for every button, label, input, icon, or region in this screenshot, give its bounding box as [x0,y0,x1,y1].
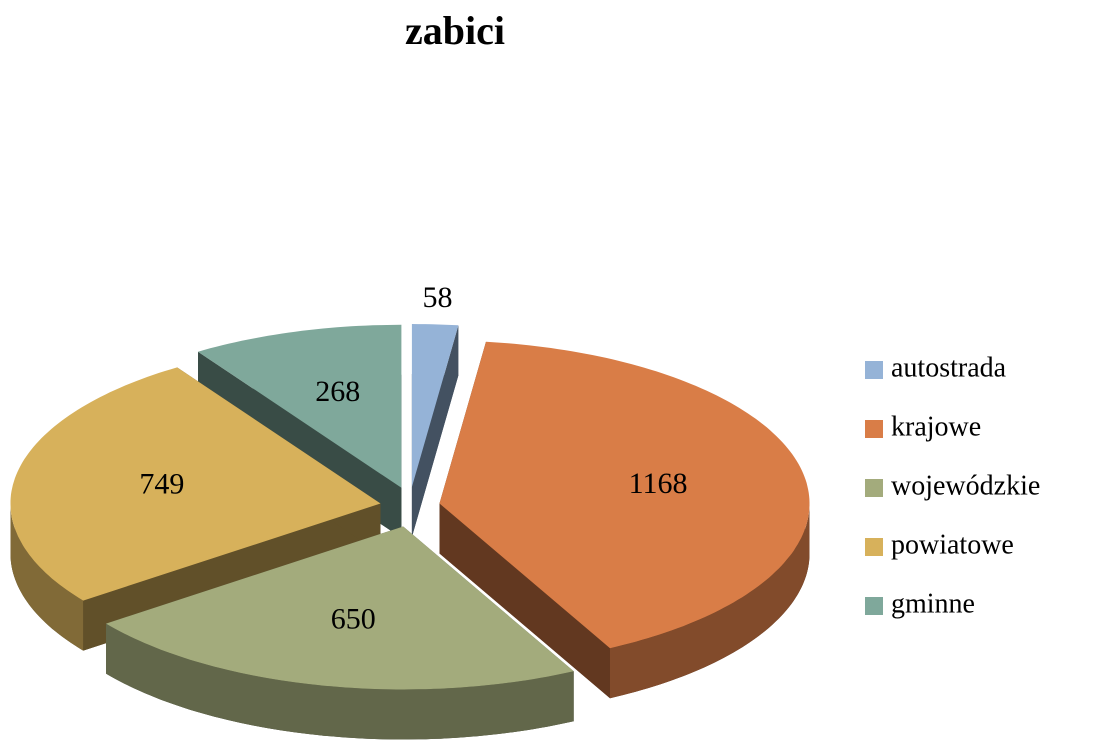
legend-swatch [865,420,883,438]
slice [10,367,381,601]
slice [439,341,810,649]
chart-title: zabici [405,8,505,53]
legend-label: autostrada [891,352,1007,383]
slice-side [10,503,84,651]
data-label: 650 [331,603,376,636]
slice [198,324,402,488]
legend-label: powiatowe [891,529,1014,560]
data-label: 749 [139,467,184,500]
slice-side [106,623,574,740]
slice [106,526,574,690]
data-label: 268 [315,375,360,408]
legend-swatch [865,479,883,497]
slice-wall [439,503,610,699]
legend-swatch [865,597,883,615]
slice-side [610,503,810,699]
legend-swatch [865,538,883,556]
legend-swatch [865,361,883,379]
data-label: 1168 [629,467,688,500]
data-label: 58 [423,281,453,314]
slice [411,324,459,487]
legend-label: gminne [891,588,975,619]
legend-label: wojewódzkie [891,470,1040,501]
slice-wall [411,325,459,537]
legend-label: krajowe [891,411,981,442]
